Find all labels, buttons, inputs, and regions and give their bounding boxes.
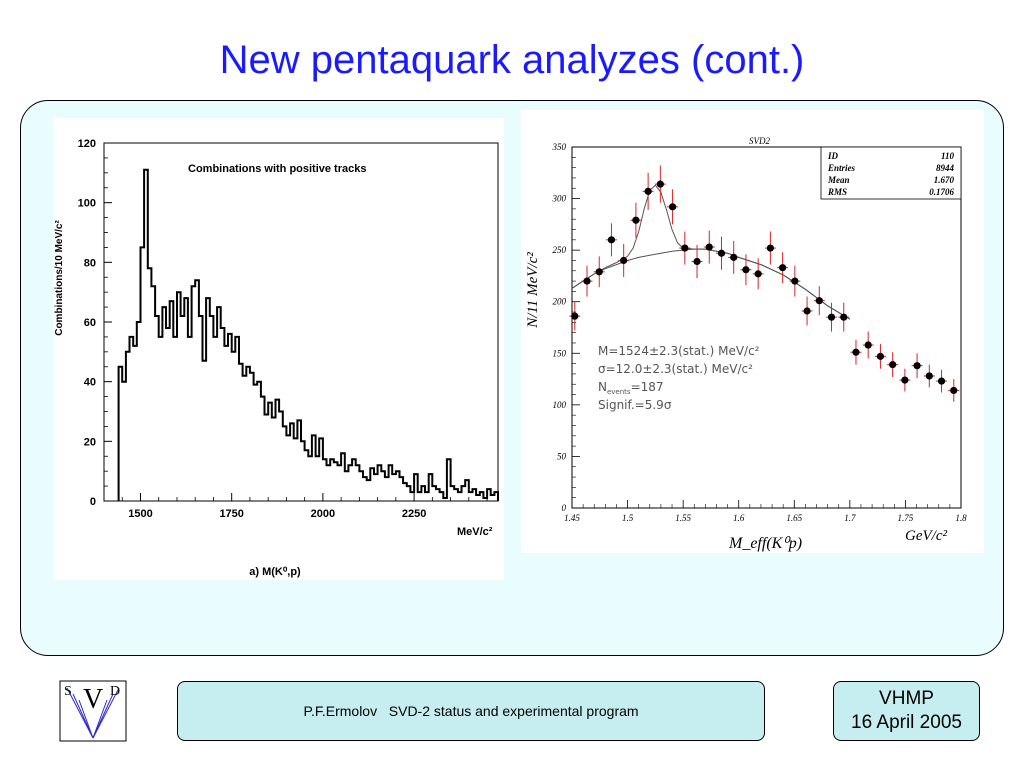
stats-value: 8944: [936, 163, 955, 173]
data-point: [730, 253, 738, 261]
data-point: [607, 236, 616, 244]
data-point: [827, 313, 836, 321]
footer-author-box: P.F.Ermolov SVD-2 status and experimenta…: [177, 681, 765, 741]
data-point: [950, 386, 958, 395]
histogram-ytick-label: 0: [90, 496, 96, 508]
histogram-ytick-label: 60: [84, 317, 96, 329]
svd-logo: S V D: [59, 680, 127, 742]
svd2-ytick-label: 350: [552, 142, 567, 152]
histogram-ytick-label: 120: [78, 138, 96, 150]
svd2-xtick-label: 1.8: [955, 513, 967, 523]
histogram-xtick-label: 1500: [128, 508, 152, 520]
stats-key: ID: [827, 151, 839, 161]
histogram-xtick-label: 2250: [402, 508, 426, 520]
data-point: [864, 341, 872, 349]
histogram-title: Combinations with positive tracks: [188, 163, 366, 175]
data-point: [803, 307, 811, 315]
stats-value: 110: [941, 151, 955, 161]
svd2-ytick-label: 300: [552, 194, 567, 204]
histogram-ytick-label: 40: [84, 377, 96, 389]
histogram-ytick-label: 100: [78, 198, 96, 210]
data-point: [791, 277, 799, 285]
data-point: [668, 203, 677, 211]
data-point: [913, 362, 921, 370]
fit-annotation: σ=12.0±2.3(stat.) MeV/c²: [598, 362, 753, 376]
histogram-caption: a) M(K⁰,p): [249, 566, 301, 578]
histogram-ytick-label: 80: [84, 257, 96, 269]
svd2-ylabel: N/11 MeV/c²: [525, 252, 541, 329]
data-point: [583, 277, 591, 285]
logo-letter-d: D: [110, 684, 120, 699]
signal-fit-curve: [571, 184, 851, 320]
svd2-xtick-label: 1.5: [622, 513, 634, 523]
stats-key: Mean: [827, 175, 850, 185]
data-point: [595, 268, 603, 276]
svd2-ytick-label: 150: [553, 348, 567, 358]
histogram-ytick-label: 20: [84, 436, 96, 448]
histogram-svg: Combinations with positive tracks Combin…: [54, 138, 499, 578]
data-point: [901, 376, 909, 384]
svd2-xtick-label: 1.55: [675, 513, 691, 523]
data-point: [693, 257, 701, 266]
stats-value: 1.670: [934, 175, 955, 185]
svd2-header: SVD2: [749, 136, 770, 146]
svd2-xtick-label: 1.65: [786, 513, 802, 523]
svd2-ytick-label: 200: [553, 297, 567, 307]
footer-date: 16 April 2005: [851, 712, 962, 733]
fit-annotation: Nevents=187: [598, 380, 664, 396]
data-point: [705, 243, 713, 251]
data-point: [876, 352, 885, 360]
stats-key: RMS: [827, 187, 847, 197]
data-point: [779, 264, 787, 272]
data-point: [815, 297, 823, 305]
svd2-xtick-label: 1.6: [733, 513, 745, 523]
svd2-xunit: GeV/c²: [905, 528, 947, 544]
stats-key: Entries: [827, 163, 856, 173]
data-point: [766, 244, 774, 252]
svd2-ytick-label: 0: [562, 503, 567, 513]
svd2-svg: SVD2 N/11 MeV/c² M_eff(K⁰p) GeV/c² ID 110…: [525, 136, 967, 552]
logo-letter-s: S: [64, 684, 72, 699]
data-point: [937, 377, 946, 385]
histogram-plot: Combinations with positive tracks Combin…: [53, 118, 504, 580]
slide-title: New pentaquark analyzes (cont.): [219, 38, 805, 82]
data-point: [656, 180, 664, 188]
footer-date-box: VHMP 16 April 2005: [833, 681, 980, 741]
data-point: [620, 256, 628, 265]
data-point: [742, 266, 750, 274]
logo-letter-v: V: [83, 684, 103, 715]
fit-annotation: M=1524±2.3(stat.) MeV/c²: [598, 344, 760, 358]
svd2-xlabel: M_eff(K⁰p): [728, 535, 802, 552]
data-point: [681, 244, 689, 252]
data-point: [644, 187, 652, 195]
svd2-ytick-label: 100: [553, 400, 567, 410]
footer-author: P.F.Ermolov SVD-2 status and experimenta…: [303, 703, 639, 719]
svd2-xtick-label: 1.7: [844, 513, 856, 523]
data-point: [571, 312, 579, 320]
histogram-xtick-label: 1750: [219, 508, 243, 520]
histogram-xtick-label: 2000: [311, 508, 335, 520]
data-point: [852, 348, 860, 356]
histogram-xunit: MeV/c²: [457, 526, 493, 538]
data-point: [754, 270, 762, 278]
histogram-ylabel: Combinations/10 MeV/c²: [54, 220, 65, 336]
data-point: [889, 361, 897, 369]
svd2-frame: [571, 146, 962, 509]
svd2-xtick-label: 1.75: [898, 513, 914, 523]
data-point: [717, 249, 726, 257]
data-point: [632, 216, 640, 224]
svd2-ytick-label: 50: [557, 451, 567, 461]
histogram-series: [117, 168, 499, 501]
svd2-xtick-label: 1.45: [564, 513, 580, 523]
stats-value: 0.1706: [929, 187, 954, 197]
data-point: [925, 372, 933, 380]
data-point: [840, 313, 848, 321]
svd2-ytick-label: 250: [553, 245, 567, 255]
fit-annotation: Signif.=5.9σ: [598, 398, 672, 412]
stats-box: [820, 146, 962, 200]
footer-event: VHMP: [879, 688, 934, 709]
svd2-plot: SVD2 N/11 MeV/c² M_eff(K⁰p) GeV/c² ID 110…: [521, 110, 984, 553]
